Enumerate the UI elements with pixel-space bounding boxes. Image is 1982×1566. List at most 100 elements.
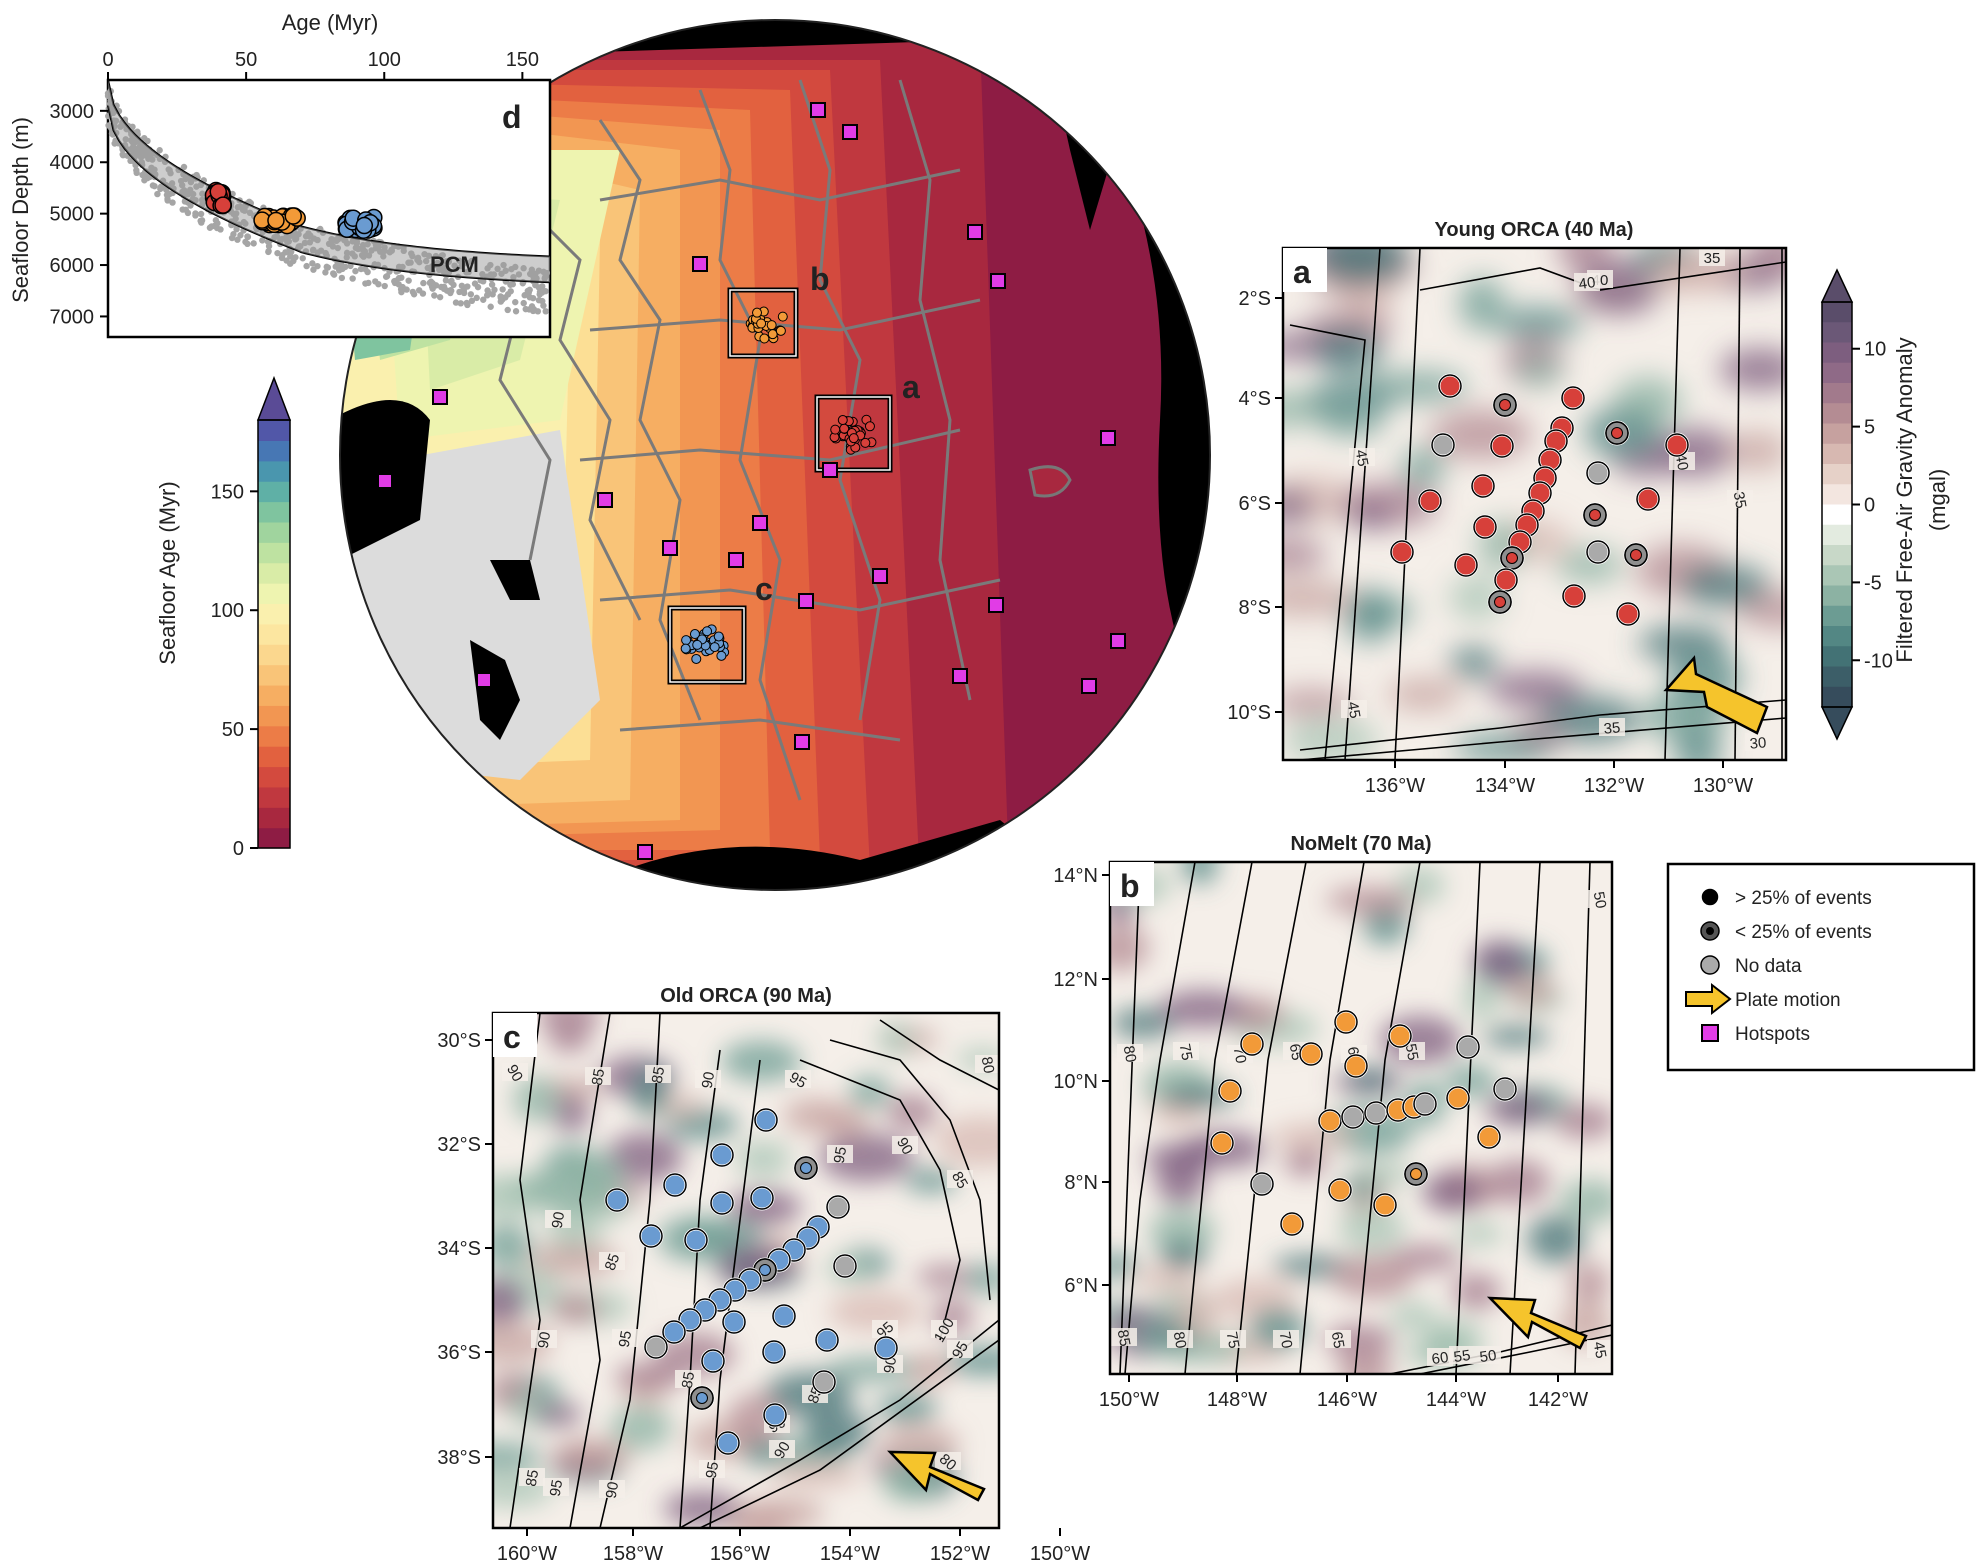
globe-station-dot (775, 325, 786, 336)
age-colorbar-swatch (258, 562, 290, 584)
hotspot-markers (377, 102, 1126, 860)
depth-age-sample (539, 283, 546, 290)
contour-label: 95 (831, 1145, 851, 1164)
depth-age-sample (420, 279, 427, 287)
depth-age-sample (507, 288, 514, 295)
depth-age-sample (129, 123, 136, 131)
depth-age-sample (259, 237, 266, 244)
depth-age-sample (127, 157, 134, 165)
anomaly-blob (1459, 277, 1505, 331)
depth-age-sample (442, 277, 450, 284)
depth-age-sample (180, 163, 188, 171)
gravity-colorbar-swatch (1822, 666, 1852, 688)
anomaly-blob (1461, 975, 1502, 1021)
age-colorbar-swatch (258, 583, 290, 605)
depth-age-sample (217, 226, 224, 233)
contour-label: 90 (535, 1330, 555, 1349)
depth-age-sample (467, 291, 475, 298)
depth-age-sample (349, 275, 356, 282)
depth-age-sample (372, 278, 379, 285)
gravity-colorbar-swatch (1822, 342, 1852, 364)
depth-age-sample (391, 278, 398, 285)
map-xtick: 150°W (1030, 1543, 1090, 1565)
age-colorbar-swatch (258, 664, 290, 686)
depth-age-sample (212, 217, 220, 224)
age-colorbar-swatch (258, 521, 290, 543)
anomaly-blob (1557, 248, 1613, 274)
depth-age-sample (364, 268, 371, 276)
depth-age-sample (111, 140, 118, 147)
hotspot-marker (794, 734, 810, 750)
depth-age-sample (322, 269, 329, 276)
depth-age-sample (464, 283, 471, 290)
age-colorbar-swatch (258, 807, 290, 829)
contour-label: 40 (1578, 274, 1597, 293)
legend-gray-symbol (1700, 955, 1720, 975)
depth-age-sample (141, 134, 148, 142)
anomaly-blob (1554, 1103, 1612, 1140)
contour-label: 80 (978, 1055, 998, 1074)
anomaly-blob (1488, 1159, 1551, 1205)
gravity-colorbar-swatch (1822, 322, 1852, 344)
globe-label-c: c (755, 571, 773, 607)
depth-age-station (284, 207, 303, 225)
anomaly-blob (736, 1497, 825, 1528)
hotspot-marker (1081, 678, 1097, 694)
map-xtick: 158°W (603, 1543, 663, 1565)
anomaly-blob (1173, 1291, 1219, 1341)
anomaly-blob (605, 1132, 683, 1183)
globe-station-dot (837, 415, 848, 426)
depth-age-sample (274, 249, 281, 257)
map-xtick: 152°W (930, 1543, 990, 1565)
anomaly-blob (1316, 248, 1409, 284)
depth-age-sample (471, 280, 479, 287)
anomaly-blob (493, 1223, 534, 1268)
anomaly-blob (1449, 646, 1498, 680)
gravity-colorbar-swatch (1822, 302, 1852, 323)
panel-a-plate-motion-arrow (1663, 655, 1769, 735)
depth-age-sample (314, 262, 321, 270)
anomaly-blob (1485, 1092, 1550, 1126)
depth-age-sample (525, 289, 532, 296)
globe-station-dot (680, 643, 691, 654)
gravity-colorbar-swatch (1822, 565, 1852, 587)
depth-age-sample (303, 262, 310, 270)
map-xtick: 144°W (1426, 1389, 1486, 1411)
gravity-colorbar-label-1: Filtered Free-Air Gravity Anomaly (1892, 337, 1917, 662)
anomaly-blob (965, 1263, 999, 1295)
contour-label: 95 (949, 1339, 972, 1362)
anomaly-blob (848, 1075, 891, 1108)
gravity-colorbar-swatch (1822, 646, 1852, 668)
gravity-colorbar-swatch (1822, 686, 1852, 708)
panel-b-plate-motion-arrow (1486, 1296, 1588, 1350)
anomaly-blob (915, 1265, 980, 1289)
depth-age-sample (187, 202, 194, 209)
map-xtick: 146°W (1317, 1389, 1377, 1411)
anomaly-blob (1159, 989, 1247, 1028)
depth-age-sample (487, 303, 494, 310)
depth-age-sample (365, 279, 372, 287)
map-ytick: 36°S (437, 1342, 481, 1364)
gravity-colorbar-swatch (1822, 504, 1852, 526)
map-xtick: 132°W (1584, 775, 1644, 797)
anomaly-blob (1110, 1253, 1140, 1279)
depth-age-sample (382, 273, 390, 280)
depth-age-sample (463, 299, 470, 307)
depth-age-sample (182, 206, 190, 213)
hotspot-marker (752, 515, 768, 531)
contour-label: 35 (1730, 490, 1750, 509)
map-ytick: 4°S (1239, 388, 1271, 410)
panel-c-frame (491, 1011, 1001, 1530)
globe-station-dot (777, 311, 788, 322)
depth-age-sample (473, 294, 480, 302)
anomaly-blob (1346, 501, 1394, 530)
depth-age-sample (497, 293, 505, 301)
map-ytick: 30°S (437, 1030, 481, 1052)
anomaly-blob (614, 1363, 683, 1392)
map-ytick: 6°N (1064, 1275, 1098, 1297)
contour-label: 75 (1176, 1042, 1196, 1061)
anomaly-blob (493, 1442, 544, 1472)
depth-age-sample (105, 122, 112, 129)
anomaly-blob (1674, 724, 1721, 760)
depth-age-sample (192, 212, 199, 219)
